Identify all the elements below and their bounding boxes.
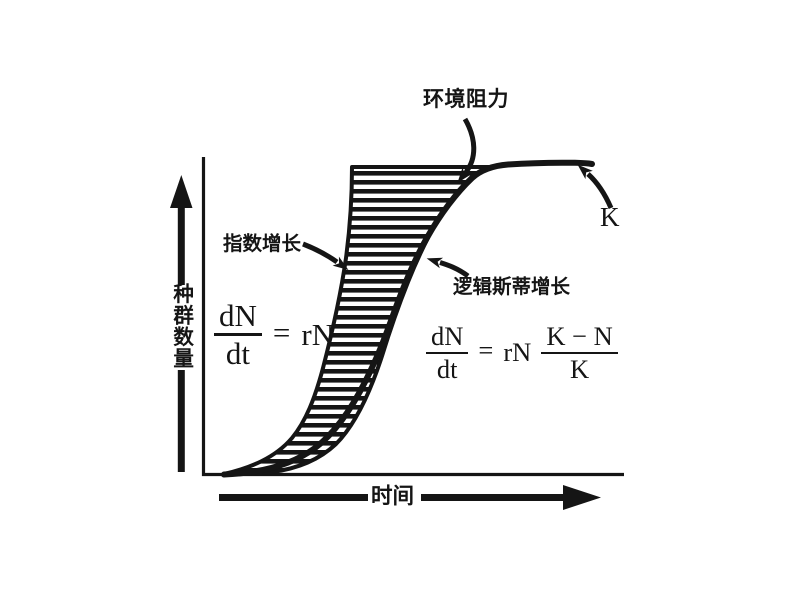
logistic-growth-label: 逻辑斯蒂增长	[453, 277, 571, 298]
exponential-formula-denominator: dt	[225, 336, 250, 372]
exponential-formula-numerator: dN	[214, 299, 262, 337]
environmental-resistance-pointer-arrow-icon	[457, 117, 477, 184]
plot-axes-line	[201, 157, 624, 477]
y-axis-arrowhead-icon	[170, 175, 193, 208]
logistic-formula-rate-term: rN	[503, 337, 532, 368]
y-axis-arrow-shaft-bottom	[177, 370, 185, 472]
x-axis-arrow-shaft-right	[421, 494, 566, 501]
x-axis-arrow-shaft-left	[219, 494, 368, 501]
x-axis-arrowhead-icon	[563, 485, 601, 510]
exponential-formula: dN dt = rN	[214, 299, 334, 371]
logistic-formula-equals: =	[478, 335, 494, 366]
x-axis-arrow	[219, 485, 601, 510]
y-axis-arrow	[170, 175, 193, 472]
x-axis-label: 时间	[371, 484, 415, 508]
logistic-formula-factor-denominator: K	[569, 353, 590, 384]
logistic-formula: dN dt = rN K − N K	[426, 322, 618, 383]
y-axis-label: 种群数量	[169, 283, 192, 369]
carrying-capacity-label: K	[600, 202, 620, 232]
exponential-growth-label: 指数增长	[223, 234, 302, 255]
logistic-formula-numerator: dN	[426, 322, 469, 354]
logistic-formula-factor-numerator: K − N	[541, 322, 618, 354]
logistic-pointer-arrow-icon	[426, 257, 470, 279]
y-axis-arrow-shaft-top	[177, 206, 185, 285]
logistic-formula-denominator: dt	[436, 353, 458, 384]
logistic-curve	[221, 159, 595, 478]
logistic-formula-fraction: dN dt	[426, 322, 469, 384]
exponential-formula-equals: =	[272, 314, 291, 350]
exponential-formula-fraction: dN dt	[214, 299, 262, 371]
exponential-pointer-arrow-icon	[302, 241, 349, 271]
environmental-resistance-label: 环境阻力	[423, 87, 509, 111]
carrying-capacity-pointer-arrow-icon	[577, 164, 614, 209]
exponential-formula-rate-term: rN	[301, 316, 335, 352]
logistic-formula-factor-fraction: K − N K	[541, 322, 618, 384]
